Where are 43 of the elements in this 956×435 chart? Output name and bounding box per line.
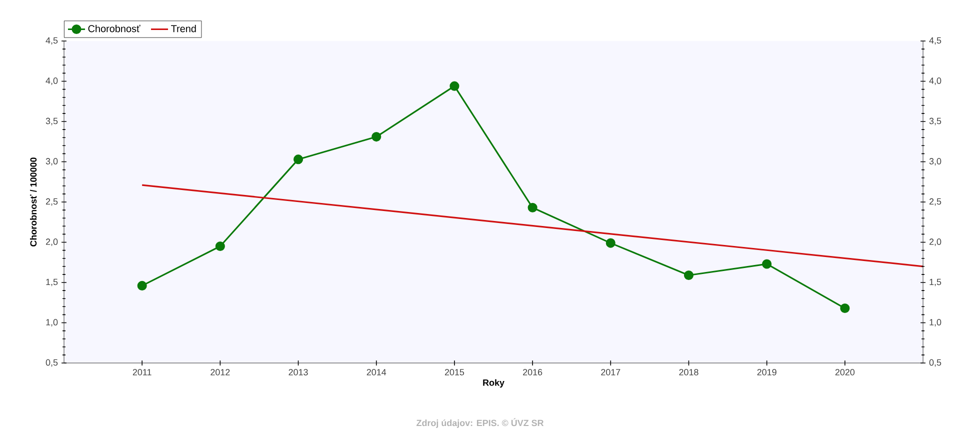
y-tick-label: 3,0 <box>46 158 58 166</box>
legend-label: Chorobnosť <box>88 24 140 32</box>
point <box>684 270 694 280</box>
y2-tick-label: 2,0 <box>929 238 942 246</box>
y2-tick-label: 3,0 <box>929 158 942 166</box>
x-tick-label: 2018 <box>679 369 698 376</box>
point <box>293 154 304 164</box>
point <box>215 241 225 252</box>
x-tick-label: 2020 <box>835 369 855 376</box>
point <box>137 280 147 291</box>
point <box>372 132 382 142</box>
point <box>840 303 850 314</box>
y-tick-label: 4,5 <box>46 37 58 45</box>
x-tick-label: 2015 <box>444 369 464 376</box>
point <box>762 259 772 269</box>
y2-tick-label: 0,5 <box>929 359 942 367</box>
y2-tick-label: 1,0 <box>930 319 942 326</box>
x-tick-label: 2016 <box>523 369 542 376</box>
y-tick-label: 2,0 <box>46 238 58 246</box>
point <box>606 238 616 248</box>
point <box>450 81 460 91</box>
y2-tick-label: 1,5 <box>930 278 942 286</box>
point <box>528 202 538 212</box>
y-axis-title: Chorobnosť / 100000 <box>30 158 37 246</box>
y2-tick-label: 2,5 <box>929 198 942 206</box>
x-tick-label: 2013 <box>288 369 308 376</box>
text: Zdroj údajov: EPIS. © ÚVZ SR <box>416 418 544 428</box>
y-tick-label: 1,5 <box>46 278 58 286</box>
x-axis-title: Roky <box>483 379 504 388</box>
x-tick-label: 2014 <box>366 369 386 376</box>
y2-tick-label: 3,5 <box>929 118 942 126</box>
legend-label: Trend <box>171 24 196 32</box>
y-tick-label: 1,0 <box>46 319 58 326</box>
y-tick-label: 0,5 <box>46 359 58 367</box>
y-tick-label: 3,5 <box>46 118 58 126</box>
x-tick-label: 2017 <box>601 369 620 376</box>
x-tick-label: 2012 <box>210 369 230 376</box>
x-tick-label: 2011 <box>132 369 152 376</box>
y-tick-label: 2,5 <box>46 198 58 206</box>
x-tick-label: 2019 <box>757 369 776 376</box>
y2-tick-label: 4,5 <box>929 37 942 45</box>
y2-tick-label: 4,0 <box>929 78 942 85</box>
y-tick-label: 4,0 <box>46 78 58 85</box>
